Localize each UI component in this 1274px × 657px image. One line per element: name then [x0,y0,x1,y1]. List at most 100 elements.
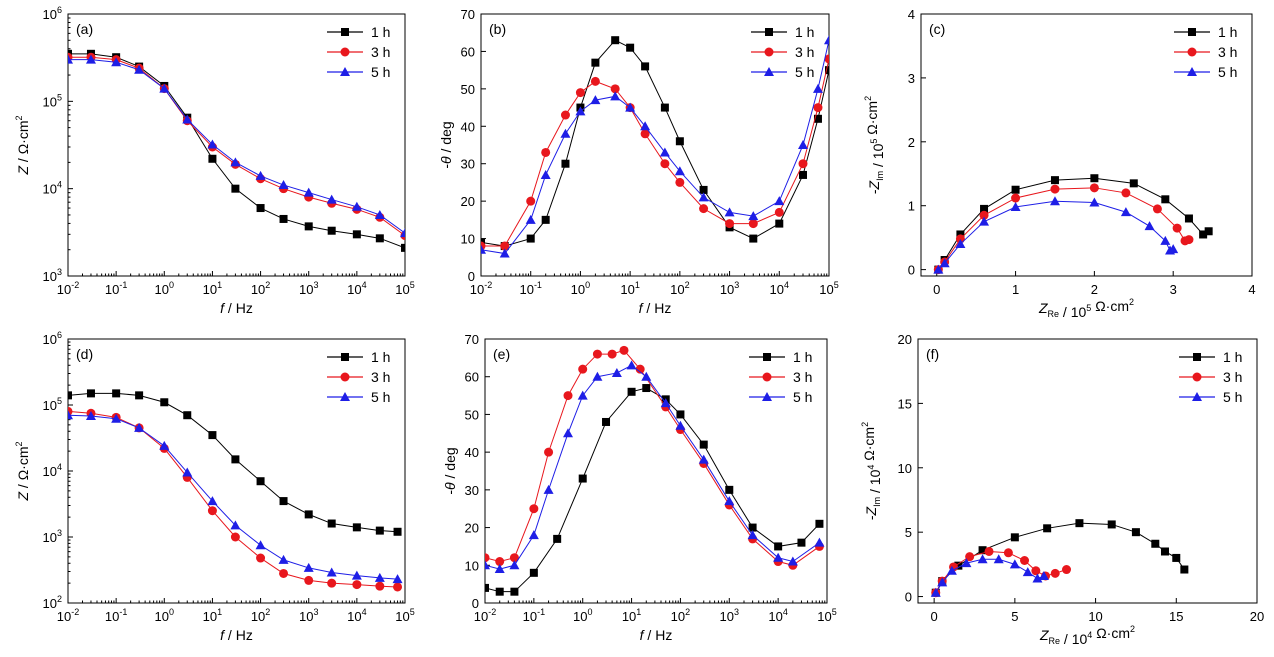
data-point [814,537,825,547]
x-tick-label: 105 [819,280,838,297]
data-point [979,210,989,220]
data-point [577,390,588,400]
legend-marker [340,392,350,401]
x-tick-label: 102 [251,607,270,624]
data-point [509,553,519,563]
legend-label: 5 h [795,64,814,80]
panel-c: 0 1 2 3 4 0 1 2 3 4 ZRe / 105 Ω·cm2 -ZIm / 105 Ω·cm… [863,7,1256,320]
data-point [1144,221,1155,231]
data-point [1032,573,1043,583]
legend-label: 1 h [795,24,814,40]
legend-label: 3 h [371,44,390,60]
data-point [641,371,652,381]
data-point [955,234,965,244]
data-point [1107,520,1116,529]
data-point [1038,570,1049,580]
y-tick-label: 0 [908,263,915,278]
x-tick-label: 1 [1012,282,1019,297]
legend-label: 5 h [371,64,390,80]
data-point [256,204,265,213]
y-tick-label: 104 [43,180,62,197]
data-point [1172,223,1182,233]
data-point [560,110,570,120]
data-point [208,154,217,163]
data-point [86,389,95,398]
data-point [326,194,337,204]
x-tick-label: 103 [299,280,318,297]
data-point [481,244,486,254]
data-point [351,201,362,211]
data-point [392,574,403,584]
data-point [208,431,217,440]
data-point [611,367,622,377]
data-point [510,587,519,596]
panel-label: (f) [926,346,939,362]
data-point [485,560,490,570]
y-tick-label: 50 [461,82,475,97]
legend-marker [341,28,349,36]
data-point [351,570,362,580]
data-point [279,568,289,578]
data-point [304,510,313,519]
legend-marker [340,67,350,76]
data-point [933,264,944,274]
series-line [935,558,1045,593]
data-point [592,371,603,381]
y-tick-label: 20 [465,521,479,536]
data-point [1121,188,1131,198]
data-point [775,219,784,228]
series-line [68,414,398,580]
data-point [749,234,758,243]
panel-f: 0 5 10 15 20 0 5 10 15 20 ZRe / 104 Ω·cm2 -ZIm / 10… [860,332,1264,647]
data-point [930,587,941,597]
data-point [526,234,535,243]
data-point [1062,565,1072,575]
y-tick-label: 70 [465,332,479,347]
y-tick-label: 10 [461,232,475,247]
panel-label: (a) [76,21,93,37]
series-3h [933,183,1194,275]
x-tick-label: 10-2 [57,280,79,297]
data-point [1010,201,1021,211]
data-point [748,523,757,532]
y-axis-title: -θ / deg [438,121,454,168]
data-point [725,485,734,494]
y-tick-label: 4 [908,7,915,22]
data-point [528,530,539,540]
x-tick-label: 4 [1248,282,1255,297]
data-point [541,215,550,224]
data-point [699,440,708,449]
y-tick-label: 15 [898,396,912,411]
data-point [279,214,288,223]
x-tick-label: 104 [770,280,789,297]
x-axis-title: f / Hz [640,627,673,643]
x-tick-label: 0 [933,282,940,297]
data-point [1161,195,1170,204]
data-point [159,83,170,93]
data-point [553,534,562,543]
data-point [327,578,337,588]
panel-e: 10-2 10-1 100 101 102 103 104 105 0 10 20 30 40 50 60 7… [442,332,837,643]
x-tick-label: 104 [347,607,366,624]
x-tick-label: 102 [671,607,690,624]
data-point [352,230,361,239]
data-point [207,496,218,506]
legend: 1 h 3 h 5 h [327,349,390,405]
y-tick-label: 20 [898,332,912,347]
data-point [500,241,510,251]
data-point [799,170,808,179]
data-point [1120,207,1131,217]
data-point [774,196,785,206]
data-point [207,139,218,149]
y-tick-label: 30 [461,157,475,172]
x-tick-label: 103 [720,280,739,297]
data-point [529,568,538,577]
data-point [231,455,240,464]
legend-label: 1 h [1223,349,1242,365]
data-point [965,552,975,562]
x-tick-label: 10-1 [519,280,541,297]
data-point [1184,214,1193,223]
data-point [578,364,588,374]
x-tick-label: 105 [817,607,836,624]
data-point [660,159,670,169]
